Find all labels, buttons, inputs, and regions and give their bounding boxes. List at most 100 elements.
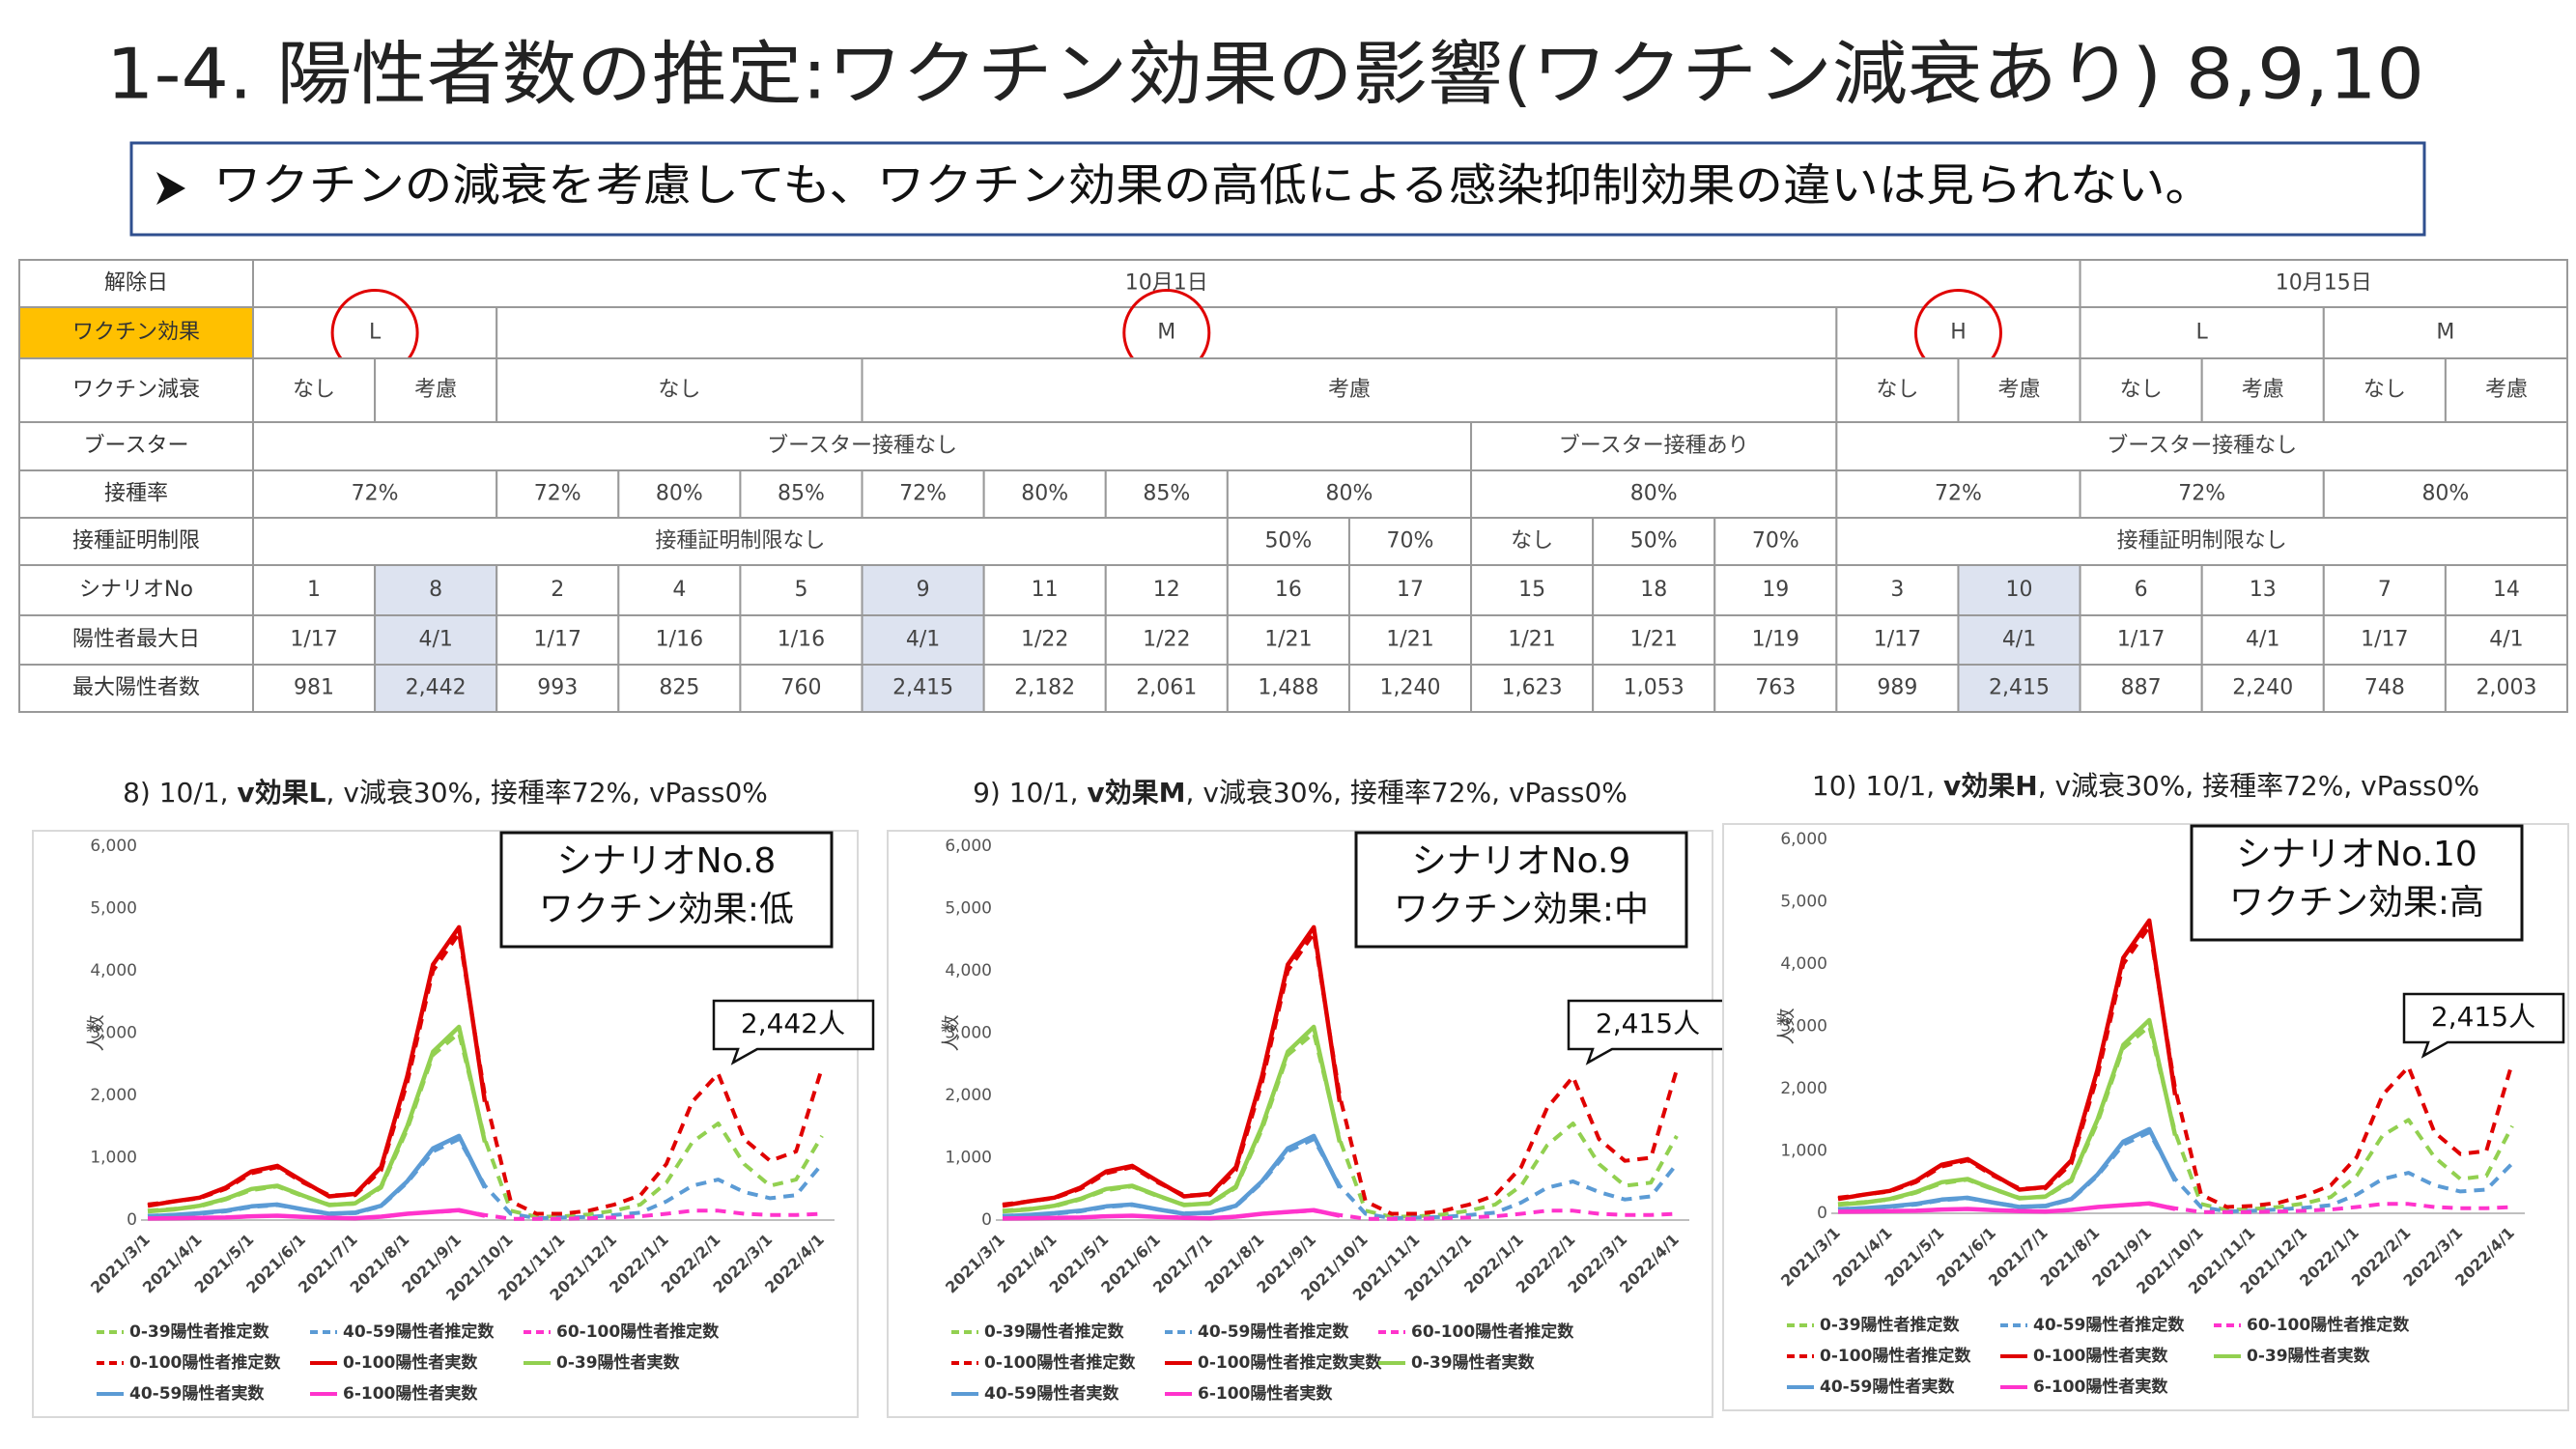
chart-title: 8) 10/1, v効果L, v減衰30%, 接種率72%, vPass0% — [123, 777, 768, 809]
table-cell — [1470, 614, 1595, 666]
y-tick-label: 4,000 — [945, 961, 992, 980]
cell-text: なし — [658, 378, 700, 402]
title-part: 10) 10/1, — [1812, 770, 1943, 802]
table-cell — [1470, 469, 1838, 519]
series-line — [1002, 1133, 1343, 1219]
row-label: ワクチン減衰 — [72, 378, 200, 402]
legend-label: 60-100陽性者推定数 — [556, 1321, 720, 1342]
cell-text: 1/17 — [2117, 628, 2165, 652]
cell-text: 1/21 — [1264, 628, 1312, 652]
chart-title: 10) 10/1, v効果H, v減衰30%, 接種率72%, vPass0% — [1812, 770, 2479, 802]
table-cell — [739, 664, 863, 713]
cell-text: 接種証明制限なし — [655, 529, 825, 554]
y-tick-label: 2,000 — [90, 1086, 137, 1105]
cell-text: 50% — [1264, 529, 1312, 554]
cell-text: 1/17 — [290, 628, 337, 652]
legend-label: 0-100陽性者推定数 — [129, 1352, 281, 1373]
table-cell — [18, 357, 254, 423]
cell-text: 85% — [778, 482, 825, 506]
table-cell — [982, 614, 1107, 666]
series-line — [147, 924, 488, 1208]
legend-label: 6-100陽性者実数 — [1198, 1383, 1333, 1404]
legend-label: 0-100陽性者推定数実数 — [1198, 1352, 1382, 1373]
cell-text: 4/1 — [2002, 628, 2036, 652]
cell-text: 11 — [1032, 578, 1059, 602]
table-cell — [374, 664, 498, 713]
cell-text: 825 — [659, 676, 699, 700]
title-part: , v減衰30%, 接種率72%, vPass0% — [2038, 770, 2479, 802]
cell-text: M — [1157, 321, 1175, 345]
cell-text: 4/1 — [906, 628, 940, 652]
cell-text: 763 — [1755, 676, 1796, 700]
row-label: 陽性者最大日 — [72, 628, 200, 652]
cell-text: 3 — [1890, 578, 1904, 602]
legend-label: 0-39陽性者推定数 — [1820, 1315, 1961, 1335]
cell-text: 2,240 — [2232, 676, 2293, 700]
chart-title: 9) 10/1, v効果M, v減衰30%, 接種率72%, vPass0% — [973, 777, 1628, 809]
cell-text: 7 — [2378, 578, 2392, 602]
y-tick-label: 5,000 — [945, 899, 992, 919]
title-part: , v減衰30%, 接種率72%, vPass0% — [1186, 777, 1628, 809]
table-cell — [252, 421, 1473, 471]
row-label: ブースター — [84, 434, 189, 458]
legend-label: 0-100陽性者実数 — [343, 1352, 478, 1373]
cell-text: 12 — [1153, 578, 1180, 602]
cell-text: 2,182 — [1014, 676, 1075, 700]
table-cell — [18, 614, 254, 666]
cell-text: 4 — [672, 578, 686, 602]
cell-text: 18 — [1640, 578, 1667, 602]
row-label: 最大陽性者数 — [72, 676, 200, 700]
y-tick-label: 3,000 — [945, 1024, 992, 1043]
cell-text: 2,442 — [406, 676, 467, 700]
legend-label: 6-100陽性者実数 — [2033, 1377, 2168, 1397]
table-cell — [982, 664, 1107, 713]
y-axis-label: 人数 — [941, 1014, 962, 1051]
table-cell — [495, 357, 863, 423]
y-tick-label: 3,000 — [1780, 1017, 1827, 1037]
y-tick-label: 4,000 — [90, 961, 137, 980]
cell-text: 760 — [780, 676, 821, 700]
table-cell — [1104, 564, 1229, 616]
cell-text: なし — [1876, 378, 1918, 402]
bullet-arrow — [156, 172, 185, 205]
table-cell — [2079, 259, 2568, 308]
y-axis-label: 人数 — [86, 1014, 107, 1051]
table-cell — [2200, 614, 2325, 666]
table-cell — [861, 357, 1838, 423]
title-part: 9) 10/1, — [973, 777, 1087, 809]
table-cell — [1713, 614, 1838, 666]
table-cell — [982, 564, 1107, 616]
cell-text: 1/17 — [1874, 628, 1921, 652]
table-cell — [617, 469, 742, 519]
table-cell — [1226, 517, 1350, 566]
y-tick-label: 1,000 — [1780, 1142, 1827, 1161]
cell-text: 70% — [1752, 529, 1799, 554]
cell-text: 72% — [2178, 482, 2225, 506]
table-cell — [2444, 357, 2569, 423]
legend-label: 40-59陽性者推定数 — [1198, 1321, 1349, 1342]
scenario-text: ワクチン効果:低 — [539, 890, 794, 929]
cell-text: 80% — [1021, 482, 1068, 506]
table-cell — [1835, 469, 2081, 519]
cell-text: 72% — [1935, 482, 1982, 506]
legend-label: 40-59陽性者推定数 — [2033, 1315, 2185, 1335]
series-line — [1002, 1024, 1343, 1214]
table-cell — [252, 306, 498, 359]
table-cell — [861, 664, 985, 713]
cell-text: 748 — [2364, 676, 2405, 700]
row-label: 解除日 — [104, 271, 168, 296]
table-cell — [617, 564, 742, 616]
title-part: v効果L — [237, 777, 326, 809]
scenario-text: ワクチン効果:中 — [1394, 890, 1649, 929]
scenario-box — [1354, 831, 1688, 949]
cell-text: 1/21 — [1630, 628, 1678, 652]
legend-label: 40-59陽性者実数 — [129, 1383, 265, 1404]
table-cell — [1592, 517, 1716, 566]
cell-text: 考慮 — [1328, 378, 1371, 402]
table-cell — [1835, 564, 1960, 616]
y-tick-label: 0 — [1817, 1204, 1827, 1223]
cell-text: 2,003 — [2476, 676, 2536, 700]
series-line — [1002, 1208, 1341, 1221]
cell-text: 1/17 — [534, 628, 581, 652]
